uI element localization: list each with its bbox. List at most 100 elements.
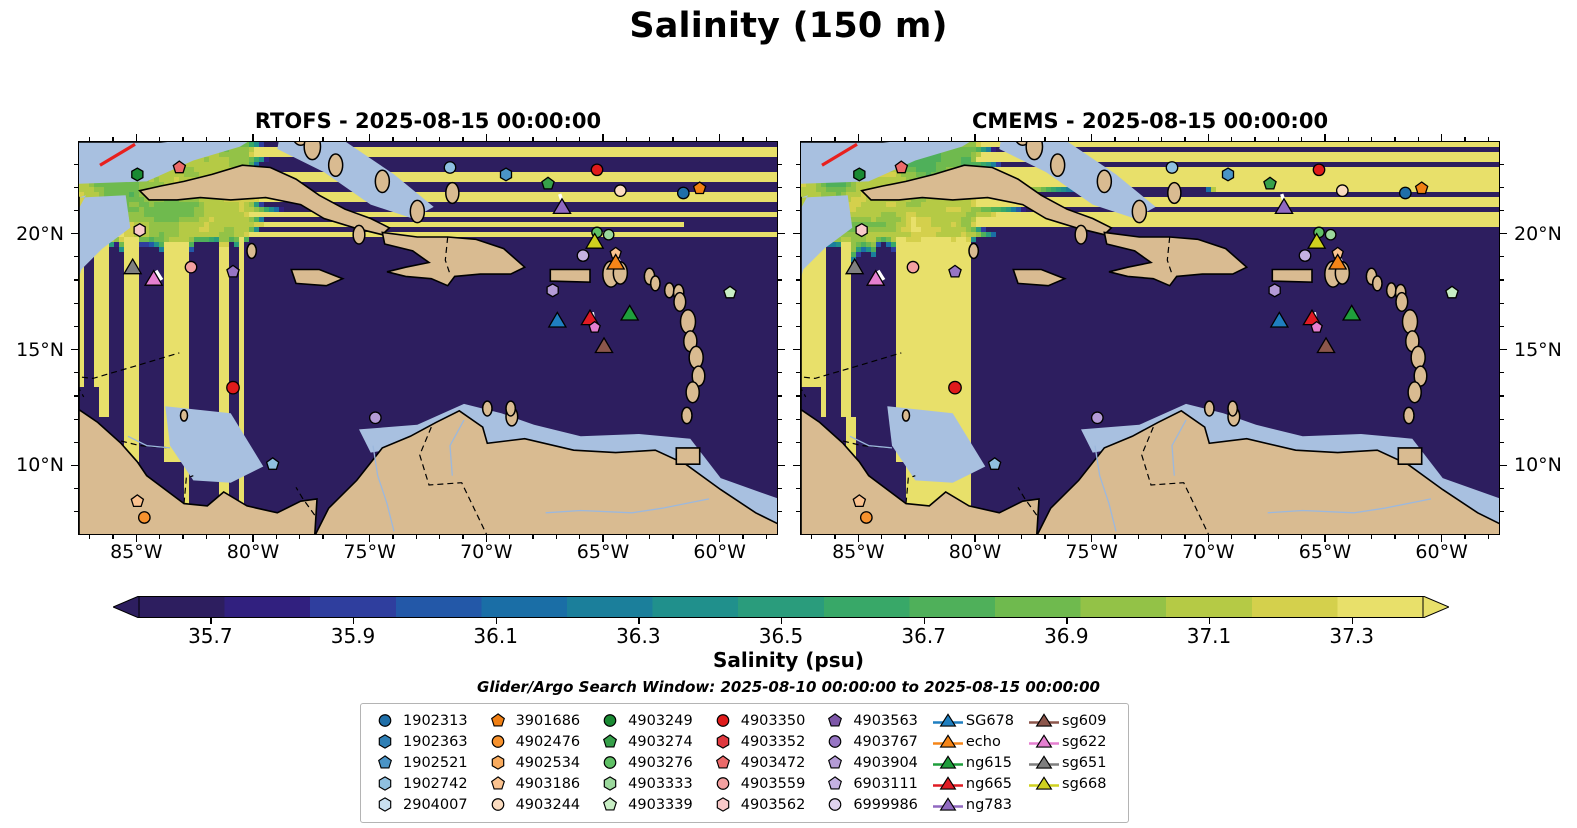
legend-item[interactable]: 4902534 — [482, 752, 595, 773]
map-marker[interactable] — [576, 249, 590, 262]
map-marker[interactable] — [894, 160, 909, 174]
map-marker[interactable] — [1090, 411, 1104, 425]
map-panel-rtofs[interactable]: RTOFS - 2025-08-15 00:00:00 85°W 80°W 75°W… — [16, 109, 785, 563]
map-marker[interactable] — [143, 269, 164, 286]
map-marker[interactable] — [1263, 176, 1277, 190]
map-marker[interactable] — [844, 257, 865, 275]
map-marker[interactable] — [547, 311, 568, 328]
legend-item[interactable]: ng615 — [932, 752, 1028, 773]
map-marker[interactable] — [906, 260, 920, 274]
observation-markers[interactable] — [844, 160, 1459, 524]
map-marker[interactable] — [602, 228, 615, 241]
legend-item[interactable]: 6903111 — [819, 773, 932, 794]
legend-item[interactable]: sg609 — [1028, 710, 1120, 731]
map-marker[interactable] — [692, 181, 707, 195]
map-marker[interactable] — [443, 161, 457, 174]
legend-item[interactable]: ng665 — [932, 773, 1028, 794]
map-marker[interactable] — [1165, 161, 1179, 174]
observation-markers[interactable] — [122, 160, 737, 524]
map-marker[interactable] — [1335, 184, 1349, 198]
legend-item[interactable]: 4903562 — [707, 794, 820, 815]
legend-item[interactable]: 4903186 — [482, 773, 595, 794]
map-marker[interactable] — [172, 160, 187, 174]
map-marker[interactable] — [368, 411, 382, 425]
map-marker[interactable] — [1269, 311, 1290, 328]
legend-item[interactable]: 4903767 — [819, 731, 932, 752]
map-marker[interactable] — [584, 232, 605, 249]
map-marker[interactable] — [852, 494, 867, 508]
map-marker[interactable] — [1312, 163, 1326, 177]
map-marker[interactable] — [1324, 228, 1337, 241]
legend-item[interactable]: 4903274 — [594, 731, 707, 752]
map-marker[interactable] — [1298, 249, 1312, 262]
legend[interactable]: 1902313 1902363 1902521 1902742 2904007 39016… — [360, 703, 1130, 823]
map-marker[interactable] — [853, 167, 866, 182]
legend-item[interactable]: SG678 — [932, 710, 1028, 731]
legend-item[interactable]: echo — [932, 731, 1028, 752]
map-marker[interactable] — [859, 511, 873, 524]
legend-item[interactable]: 4903350 — [707, 710, 820, 731]
legend-item[interactable]: 1902313 — [369, 710, 482, 731]
legend-item[interactable]: 1902521 — [369, 752, 482, 773]
map-marker[interactable] — [265, 456, 280, 470]
map-marker[interactable] — [1274, 197, 1294, 215]
legend-item[interactable]: 4903276 — [594, 752, 707, 773]
map-canvas-rtofs[interactable] — [78, 141, 778, 535]
map-marker[interactable] — [541, 176, 555, 190]
map-canvas-cmems[interactable] — [800, 141, 1500, 535]
legend-item[interactable]: 1902363 — [369, 731, 482, 752]
legend-item[interactable]: 4903559 — [707, 773, 820, 794]
map-marker[interactable] — [1268, 283, 1281, 298]
map-marker[interactable] — [137, 511, 151, 524]
map-marker[interactable] — [855, 222, 868, 238]
map-panel-cmems[interactable]: CMEMS - 2025-08-15 00:00:00 85°W 80°W 75°W… — [793, 109, 1562, 563]
legend-item[interactable]: 4903339 — [594, 794, 707, 815]
map-marker[interactable] — [605, 253, 626, 270]
map-marker[interactable] — [865, 269, 886, 286]
legend-item[interactable]: 4903904 — [819, 752, 932, 773]
map-marker[interactable] — [948, 380, 962, 395]
map-marker[interactable] — [546, 283, 559, 298]
map-marker[interactable] — [1306, 232, 1327, 249]
legend-item[interactable]: sg668 — [1028, 773, 1120, 794]
map-marker[interactable] — [131, 167, 144, 182]
map-marker[interactable] — [948, 264, 962, 278]
map-marker[interactable] — [1316, 336, 1336, 354]
legend-item[interactable]: 4903249 — [594, 710, 707, 731]
legend-item[interactable]: 1902742 — [369, 773, 482, 794]
map-marker[interactable] — [184, 260, 198, 274]
map-marker[interactable] — [499, 167, 513, 182]
map-marker[interactable] — [987, 456, 1002, 470]
legend-item[interactable]: 4903472 — [707, 752, 820, 773]
legend-item[interactable]: 3901686 — [482, 710, 595, 731]
map-marker[interactable] — [594, 336, 614, 354]
legend-item[interactable]: sg651 — [1028, 752, 1120, 773]
map-marker[interactable] — [1398, 186, 1412, 200]
legend-item[interactable]: 4902476 — [482, 731, 595, 752]
legend-item[interactable]: 4903244 — [482, 794, 595, 815]
legend-item[interactable]: 4903352 — [707, 731, 820, 752]
legend-item[interactable]: 4903563 — [819, 710, 932, 731]
map-marker[interactable] — [590, 163, 604, 177]
map-marker[interactable] — [1414, 181, 1429, 195]
map-marker[interactable] — [1327, 253, 1348, 270]
map-marker[interactable] — [130, 494, 145, 508]
map-marker[interactable] — [133, 222, 146, 238]
map-marker[interactable] — [619, 304, 640, 321]
map-marker[interactable] — [1310, 320, 1323, 333]
map-marker[interactable] — [1341, 304, 1362, 321]
map-marker[interactable] — [723, 285, 737, 299]
legend-item[interactable]: ng783 — [932, 794, 1028, 815]
map-marker[interactable] — [1221, 167, 1235, 182]
map-marker[interactable] — [1445, 285, 1459, 299]
map-marker[interactable] — [122, 257, 143, 275]
legend-item[interactable]: 2904007 — [369, 794, 482, 815]
map-marker[interactable] — [552, 197, 572, 215]
legend-item[interactable]: 6999986 — [819, 794, 932, 815]
map-marker[interactable] — [676, 186, 690, 200]
map-marker[interactable] — [588, 320, 601, 333]
legend-item[interactable]: 4903333 — [594, 773, 707, 794]
map-marker[interactable] — [226, 380, 240, 395]
legend-item[interactable]: sg622 — [1028, 731, 1120, 752]
map-marker[interactable] — [613, 184, 627, 198]
